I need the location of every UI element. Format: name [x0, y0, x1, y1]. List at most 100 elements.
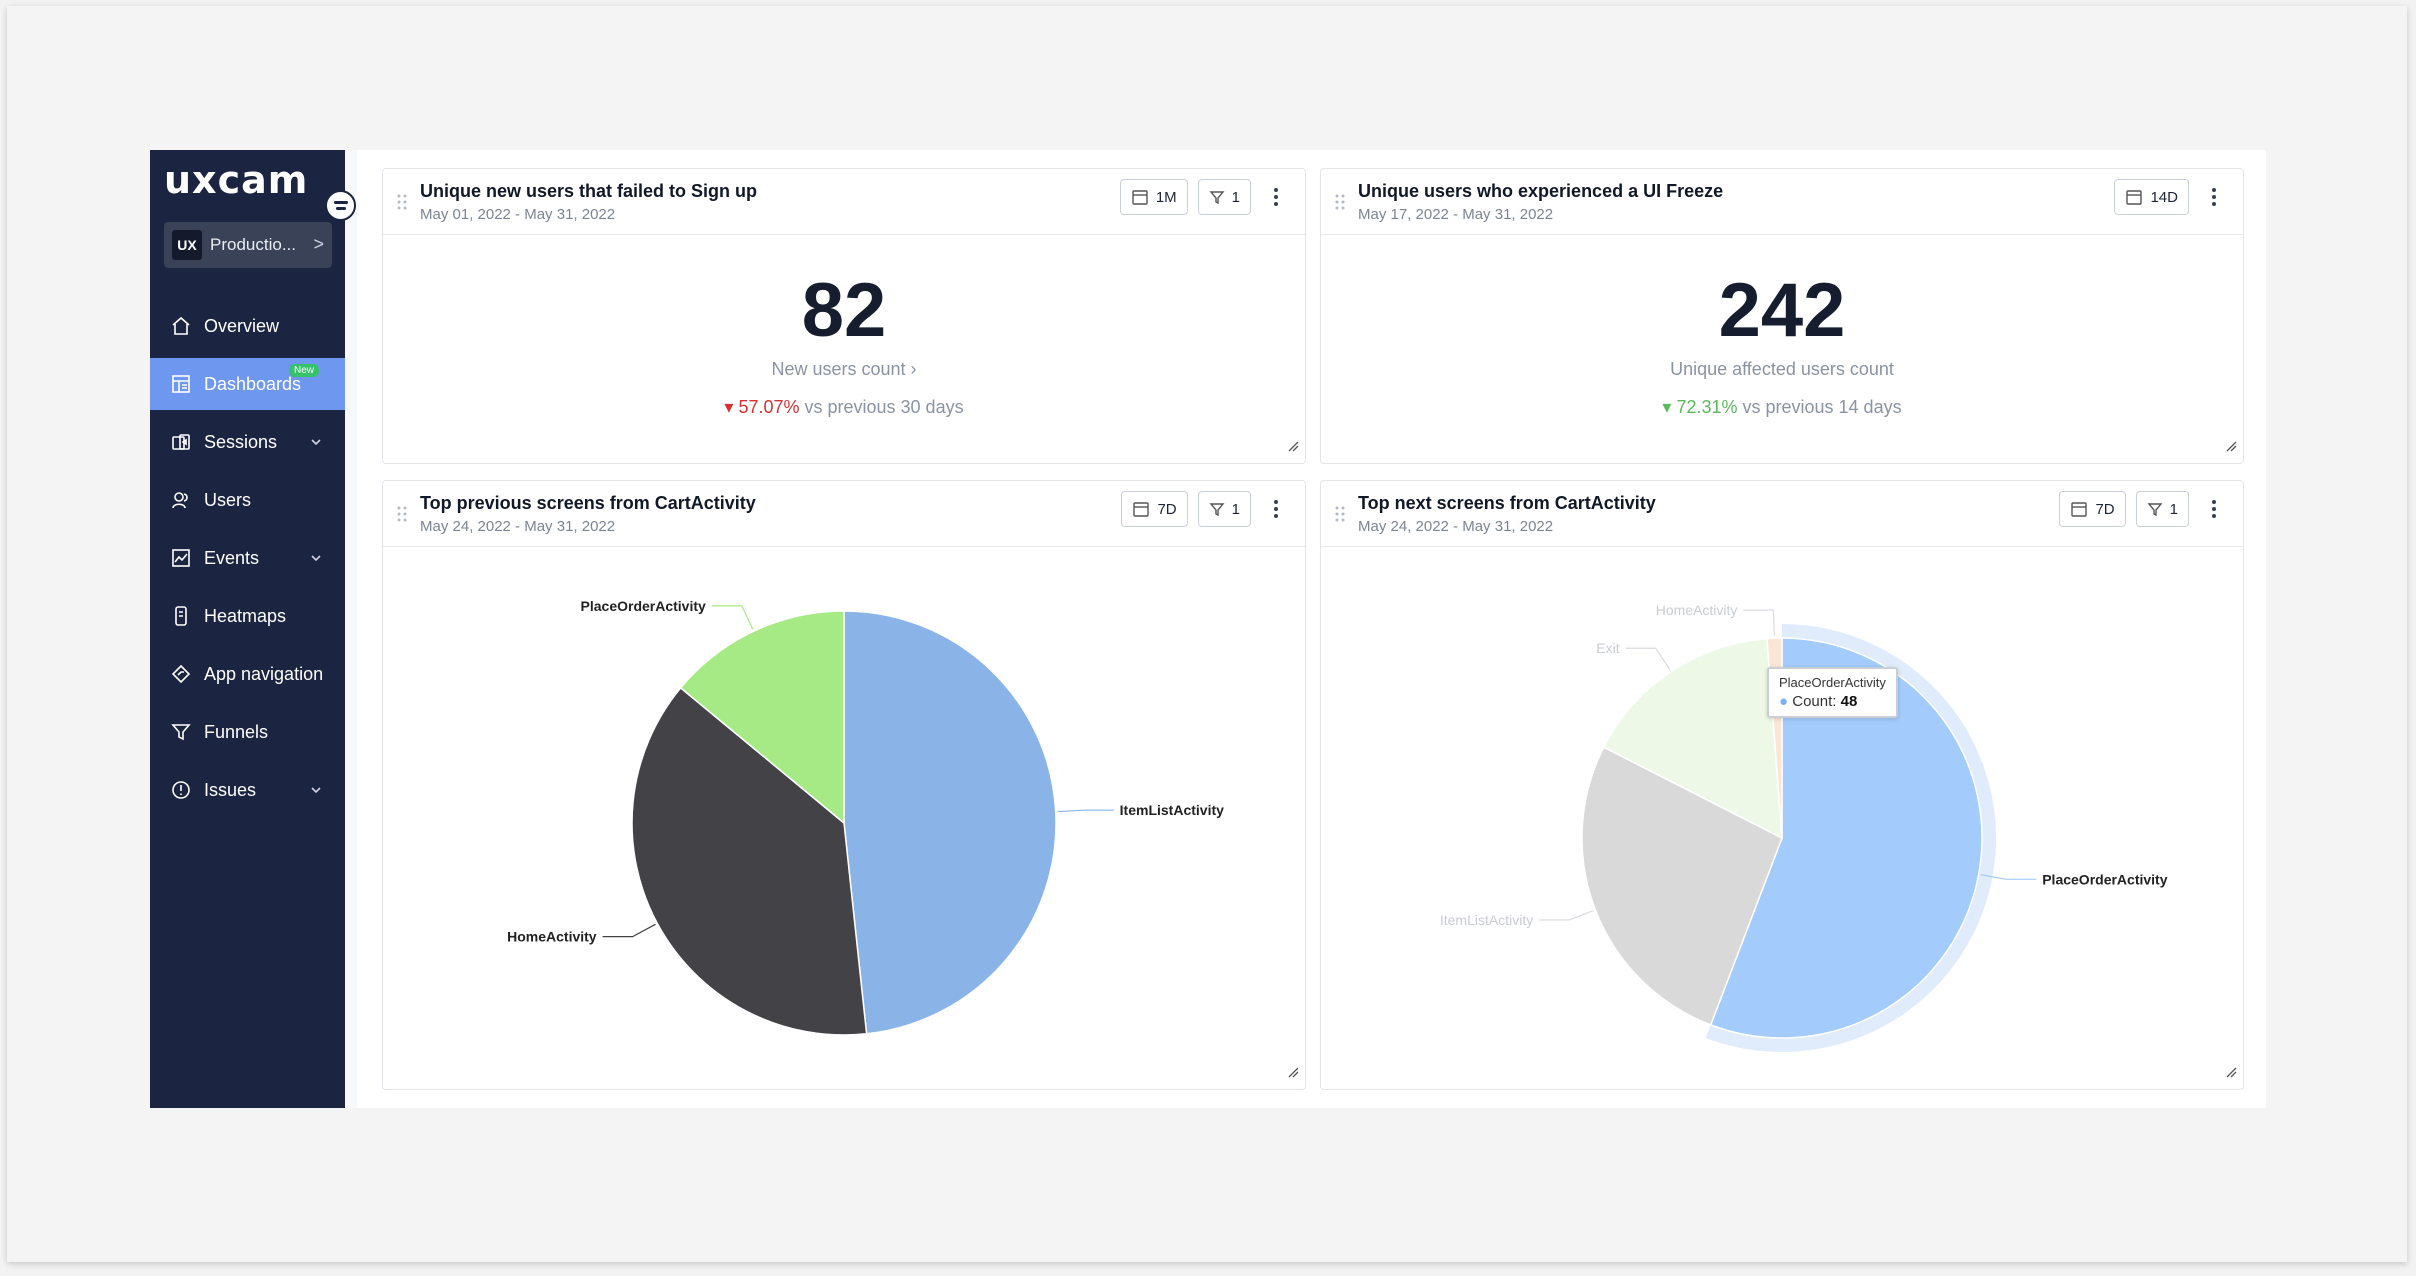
more-options-icon[interactable] — [1261, 179, 1291, 215]
card-header: Unique new users that failed to Sign up … — [383, 169, 1305, 235]
card-date-range: May 24, 2022 - May 31, 2022 — [1358, 518, 1554, 535]
project-selector[interactable]: UX Productio... > — [164, 222, 332, 268]
sidebar-item-events[interactable]: Events — [150, 532, 345, 584]
date-range-button[interactable]: 7D — [1121, 491, 1188, 527]
date-range-button[interactable]: 7D — [2059, 491, 2126, 527]
drag-handle-icon[interactable] — [1335, 194, 1345, 215]
sidebar-item-label: Funnels — [204, 721, 269, 742]
more-options-icon[interactable] — [2199, 179, 2229, 215]
drag-handle-icon[interactable] — [1335, 506, 1345, 527]
sidebar-item-funnels[interactable]: Funnels — [150, 706, 345, 758]
card-previous-screens: Top previous screens from CartActivity M… — [382, 480, 1306, 1090]
metric-label: Unique affected users count — [1670, 359, 1894, 379]
dashboard-main: Unique new users that failed to Sign up … — [345, 150, 2266, 1108]
sidebar-item-dashboards[interactable]: Dashboards New — [150, 358, 345, 410]
drag-handle-icon[interactable] — [397, 506, 407, 527]
pie-chart-next-screens: PlaceOrderActivity ItemListActivity Exit Ho… — [1440, 602, 2168, 1052]
metric-value: 242 — [1718, 268, 1846, 353]
card-header: Top next screens from CartActivity May 2… — [1321, 481, 2243, 547]
filter-icon — [1209, 191, 1225, 205]
delta-percent: 72.31% — [1676, 397, 1738, 417]
sidebar-item-users[interactable]: Users — [150, 474, 345, 526]
dashboard-icon — [170, 373, 192, 395]
filter-button[interactable]: 1 — [2135, 491, 2189, 527]
sessions-icon — [170, 431, 192, 453]
pie-label-homeactivity: HomeActivity — [507, 929, 597, 945]
date-range-label: 14D — [2150, 188, 2178, 206]
date-range-label: 7D — [2095, 500, 2115, 518]
sidebar-item-heatmaps[interactable]: Heatmaps — [150, 590, 345, 642]
card-ui-freeze: Unique users who experienced a UI Freeze… — [1320, 168, 2244, 464]
pie-label-connector — [1625, 647, 1671, 671]
sidebar-item-overview[interactable]: Overview — [150, 300, 345, 352]
home-icon — [170, 315, 192, 337]
pie-slice-placeorderactivity[interactable] — [1709, 637, 1983, 1039]
filter-count: 1 — [1231, 188, 1240, 206]
sidebar-item-label: Users — [204, 489, 252, 510]
filter-button[interactable]: 1 — [1197, 491, 1251, 527]
card-date-range: May 17, 2022 - May 31, 2022 — [1358, 206, 1554, 223]
resize-handle-icon[interactable] — [1287, 439, 1299, 457]
date-range-button[interactable]: 14D — [2114, 179, 2189, 215]
tooltip-label: Count: — [1792, 693, 1837, 710]
more-options-icon[interactable] — [1261, 491, 1291, 527]
card-actions: 14D — [2114, 179, 2229, 215]
date-range-label: 7D — [1157, 500, 1177, 518]
metric-label-link[interactable]: New users count › — [771, 359, 917, 379]
filter-icon — [2147, 503, 2163, 517]
pie-label-homeactivity: HomeActivity — [1656, 602, 1738, 618]
drag-handle-icon[interactable] — [397, 194, 407, 215]
card-header: Top previous screens from CartActivity M… — [383, 481, 1305, 547]
date-range-button[interactable]: 1M — [1119, 179, 1188, 215]
pie-chart-previous-screens: ItemListActivity HomeActivity PlaceOrderAc… — [507, 598, 1224, 1036]
pie-slice-homeactivity[interactable] — [631, 686, 868, 1036]
card-date-range: May 24, 2022 - May 31, 2022 — [420, 518, 616, 535]
metric-value: 82 — [801, 268, 887, 353]
calendar-icon — [1133, 502, 1150, 517]
pie-slice-placeorderactivity[interactable] — [679, 610, 845, 825]
pie-slice-itemlistactivity[interactable] — [843, 610, 1057, 1035]
filter-icon — [1209, 503, 1225, 517]
sidebar-item-app-navigation[interactable]: App navigation — [150, 648, 345, 700]
filter-button[interactable]: 1 — [1197, 179, 1251, 215]
tooltip-series-name: PlaceOrderActivity — [1779, 675, 1886, 690]
card-title: Top previous screens from CartActivity — [420, 493, 756, 513]
chart-tooltip: PlaceOrderActivity ● Count: 48 — [1767, 667, 1898, 718]
sidebar-nav: Overview Dashboards New Sessions — [150, 300, 345, 822]
delta-comparison: vs previous 14 days — [1737, 397, 1902, 417]
pie-label-placeorderactivity: PlaceOrderActivity — [2042, 871, 2167, 887]
sidebar-item-label: Issues — [204, 779, 257, 800]
pie-label-connector — [1980, 874, 2037, 880]
card-actions: 1M 1 — [1119, 179, 1291, 215]
card-actions: 7D 1 — [2059, 491, 2229, 527]
chevron-down-icon — [309, 433, 323, 454]
pie-slice-exit[interactable] — [1602, 637, 1783, 840]
pie-label-placeorderactivity: PlaceOrderActivity — [581, 598, 706, 614]
sidebar: uxcam UX Productio... > Overview Dashboa… — [150, 150, 356, 1108]
more-options-icon[interactable] — [2199, 491, 2229, 527]
chevron-down-icon — [309, 781, 323, 802]
resize-handle-icon[interactable] — [1287, 1065, 1299, 1083]
metric-delta: ▾ 72.31% vs previous 14 days — [1321, 397, 2243, 418]
chevron-down-icon — [309, 549, 323, 570]
pie-label-itemlistactivity: ItemListActivity — [1440, 912, 1533, 928]
delta-percent: 57.07% — [738, 397, 800, 417]
sidebar-item-label: Dashboards — [204, 373, 302, 394]
calendar-icon — [2126, 190, 2143, 205]
sidebar-item-label: App navigation — [204, 663, 324, 684]
sidebar-item-sessions[interactable]: Sessions — [150, 416, 345, 468]
tooltip-value: 48 — [1840, 693, 1858, 710]
sidebar-item-label: Overview — [204, 315, 280, 336]
collapse-sidebar-button[interactable] — [325, 190, 356, 221]
resize-handle-icon[interactable] — [2225, 439, 2237, 457]
pie-label-connector — [602, 923, 656, 938]
resize-handle-icon[interactable] — [2225, 1065, 2237, 1083]
chevron-right-icon: > — [313, 234, 324, 254]
sidebar-item-label: Heatmaps — [204, 605, 287, 626]
filter-count: 1 — [1231, 500, 1240, 518]
card-next-screens: Top next screens from CartActivity May 2… — [1320, 480, 2244, 1090]
sidebar-item-label: Events — [204, 547, 260, 568]
pie-slice-itemlistactivity[interactable] — [1581, 746, 1783, 1026]
sidebar-item-issues[interactable]: Issues — [150, 764, 345, 816]
uxcam-logo[interactable]: uxcam — [164, 158, 309, 202]
